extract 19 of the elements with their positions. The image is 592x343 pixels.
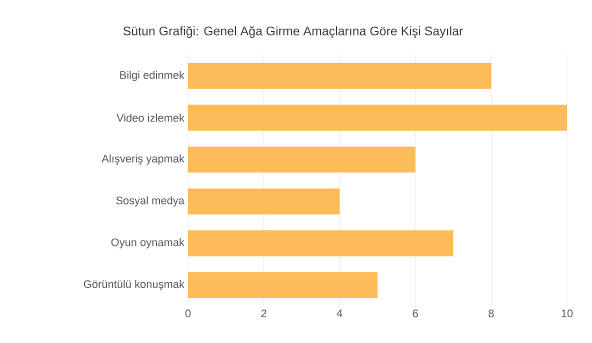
x-tick-label: 6 [412,310,418,318]
y-tick-label: Oyun oynamak [111,238,184,248]
y-tick-label: Bilgi edinmek [120,70,184,82]
chart-title: Sütun Grafiği: Genel Ağa Girme Amaçlarına Göre Kişi Sayılar [123,26,463,38]
x-tick-label: 8 [488,310,494,318]
bar [188,104,568,131]
bar [188,272,378,298]
y-tick-label: Sosyal medya [116,196,184,207]
bar [188,188,340,214]
x-tick-label: 10 [562,310,573,318]
y-tick-label: Alışveriş yapmak [102,154,184,165]
bar [188,146,416,173]
bar [188,230,454,256]
x-tick-label: 0 [185,310,191,318]
x-tick-label: 2 [261,310,266,318]
y-tick-label: Görüntülü konuşmak [84,280,184,290]
y-tick-label: Video izlemek [116,114,184,122]
bar [188,62,492,89]
x-tick-label: 4 [336,310,342,318]
